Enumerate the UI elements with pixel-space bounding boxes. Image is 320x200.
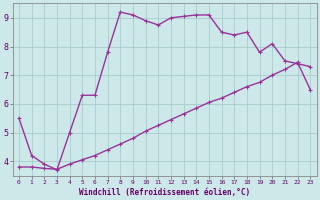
X-axis label: Windchill (Refroidissement éolien,°C): Windchill (Refroidissement éolien,°C) <box>79 188 250 197</box>
